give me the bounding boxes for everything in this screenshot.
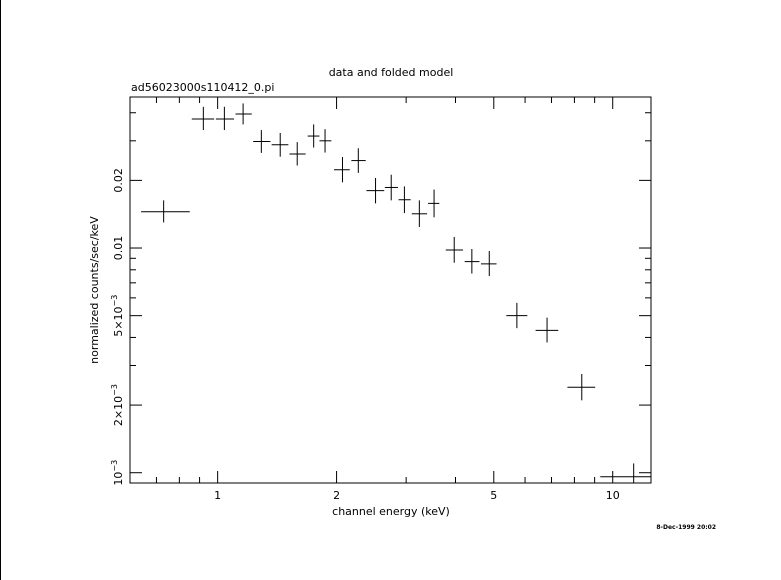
x-tick-label: 5 — [490, 489, 497, 502]
chart-title: data and folded model — [329, 66, 454, 79]
data-point — [428, 189, 440, 218]
data-point — [535, 317, 559, 343]
x-axis-label: channel energy (keV) — [332, 505, 450, 518]
y-tick-label: 0.02 — [112, 168, 125, 193]
axis-ticks — [130, 97, 651, 483]
x-tick-label: 1 — [214, 489, 221, 502]
data-point — [445, 236, 464, 263]
y-tick-label-exponent: −3 — [110, 384, 119, 396]
data-point — [411, 200, 428, 228]
y-tick-label-base: 0.01 — [112, 236, 125, 261]
data-point — [464, 249, 480, 274]
data-point — [366, 177, 385, 204]
y-tick-label-exponent: −3 — [110, 295, 119, 307]
y-tick-label: 10−3 — [110, 460, 125, 486]
data-point — [398, 186, 411, 214]
data-point — [351, 148, 366, 173]
data-point — [215, 106, 234, 131]
data-point — [191, 106, 215, 131]
data-point — [289, 142, 306, 166]
data-point — [333, 157, 350, 183]
data-point — [567, 374, 596, 401]
data-point — [307, 124, 320, 148]
y-tick-label: 5×10−3 — [110, 295, 125, 337]
chart-subtitle: ad56023000s110412_0.pi — [131, 81, 274, 94]
data-point — [319, 129, 332, 153]
y-tick-label: 0.01 — [112, 236, 125, 261]
y-tick-label-base: 5×10 — [112, 306, 125, 336]
data-point — [384, 174, 398, 201]
y-tick-label-base: 2×10 — [112, 396, 125, 426]
x-tick-label: 10 — [606, 489, 620, 502]
window-left-edge — [0, 0, 1, 580]
data-point — [506, 302, 528, 329]
data-point — [600, 463, 651, 483]
data-point — [480, 250, 497, 277]
data-points — [141, 103, 651, 483]
data-point — [271, 133, 289, 157]
y-tick-label-base: 10 — [112, 472, 125, 486]
timestamp-footer: 8-Dec-1999 20:02 — [656, 524, 716, 531]
y-tick-label-base: 0.02 — [112, 168, 125, 193]
plot-frame — [129, 96, 652, 484]
data-point — [141, 200, 190, 223]
x-tick-label: 2 — [333, 489, 340, 502]
data-point — [235, 103, 252, 125]
y-tick-label: 2×10−3 — [110, 384, 125, 426]
data-point — [253, 130, 271, 153]
y-tick-label-exponent: −3 — [110, 460, 119, 472]
y-axis-label: normalized counts/sec/keV — [88, 216, 101, 364]
